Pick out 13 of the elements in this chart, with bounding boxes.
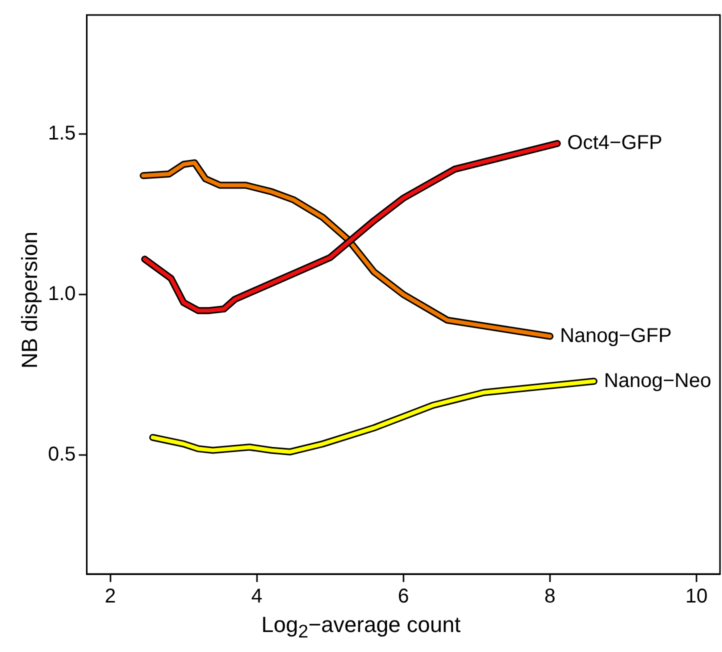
x-tick-label: 10 [685, 586, 708, 608]
series-label: Oct4−GFP [567, 132, 662, 154]
x-tick-label: 2 [104, 586, 116, 608]
x-tick-label: 8 [544, 586, 556, 608]
y-tick-label: 0.5 [48, 444, 76, 466]
y-tick-label: 1.0 [48, 283, 76, 306]
series-label: Nanog−Neo [604, 370, 712, 392]
series-label: Nanog−GFP [560, 324, 672, 347]
y-tick-label: 1.5 [48, 122, 76, 144]
x-tick-label: 4 [251, 586, 262, 608]
y-axis-title: NB dispersion [17, 232, 43, 368]
x-axis-title: Log$_{2}$−average count [260, 612, 462, 642]
x-tick-label: 6 [398, 586, 409, 608]
